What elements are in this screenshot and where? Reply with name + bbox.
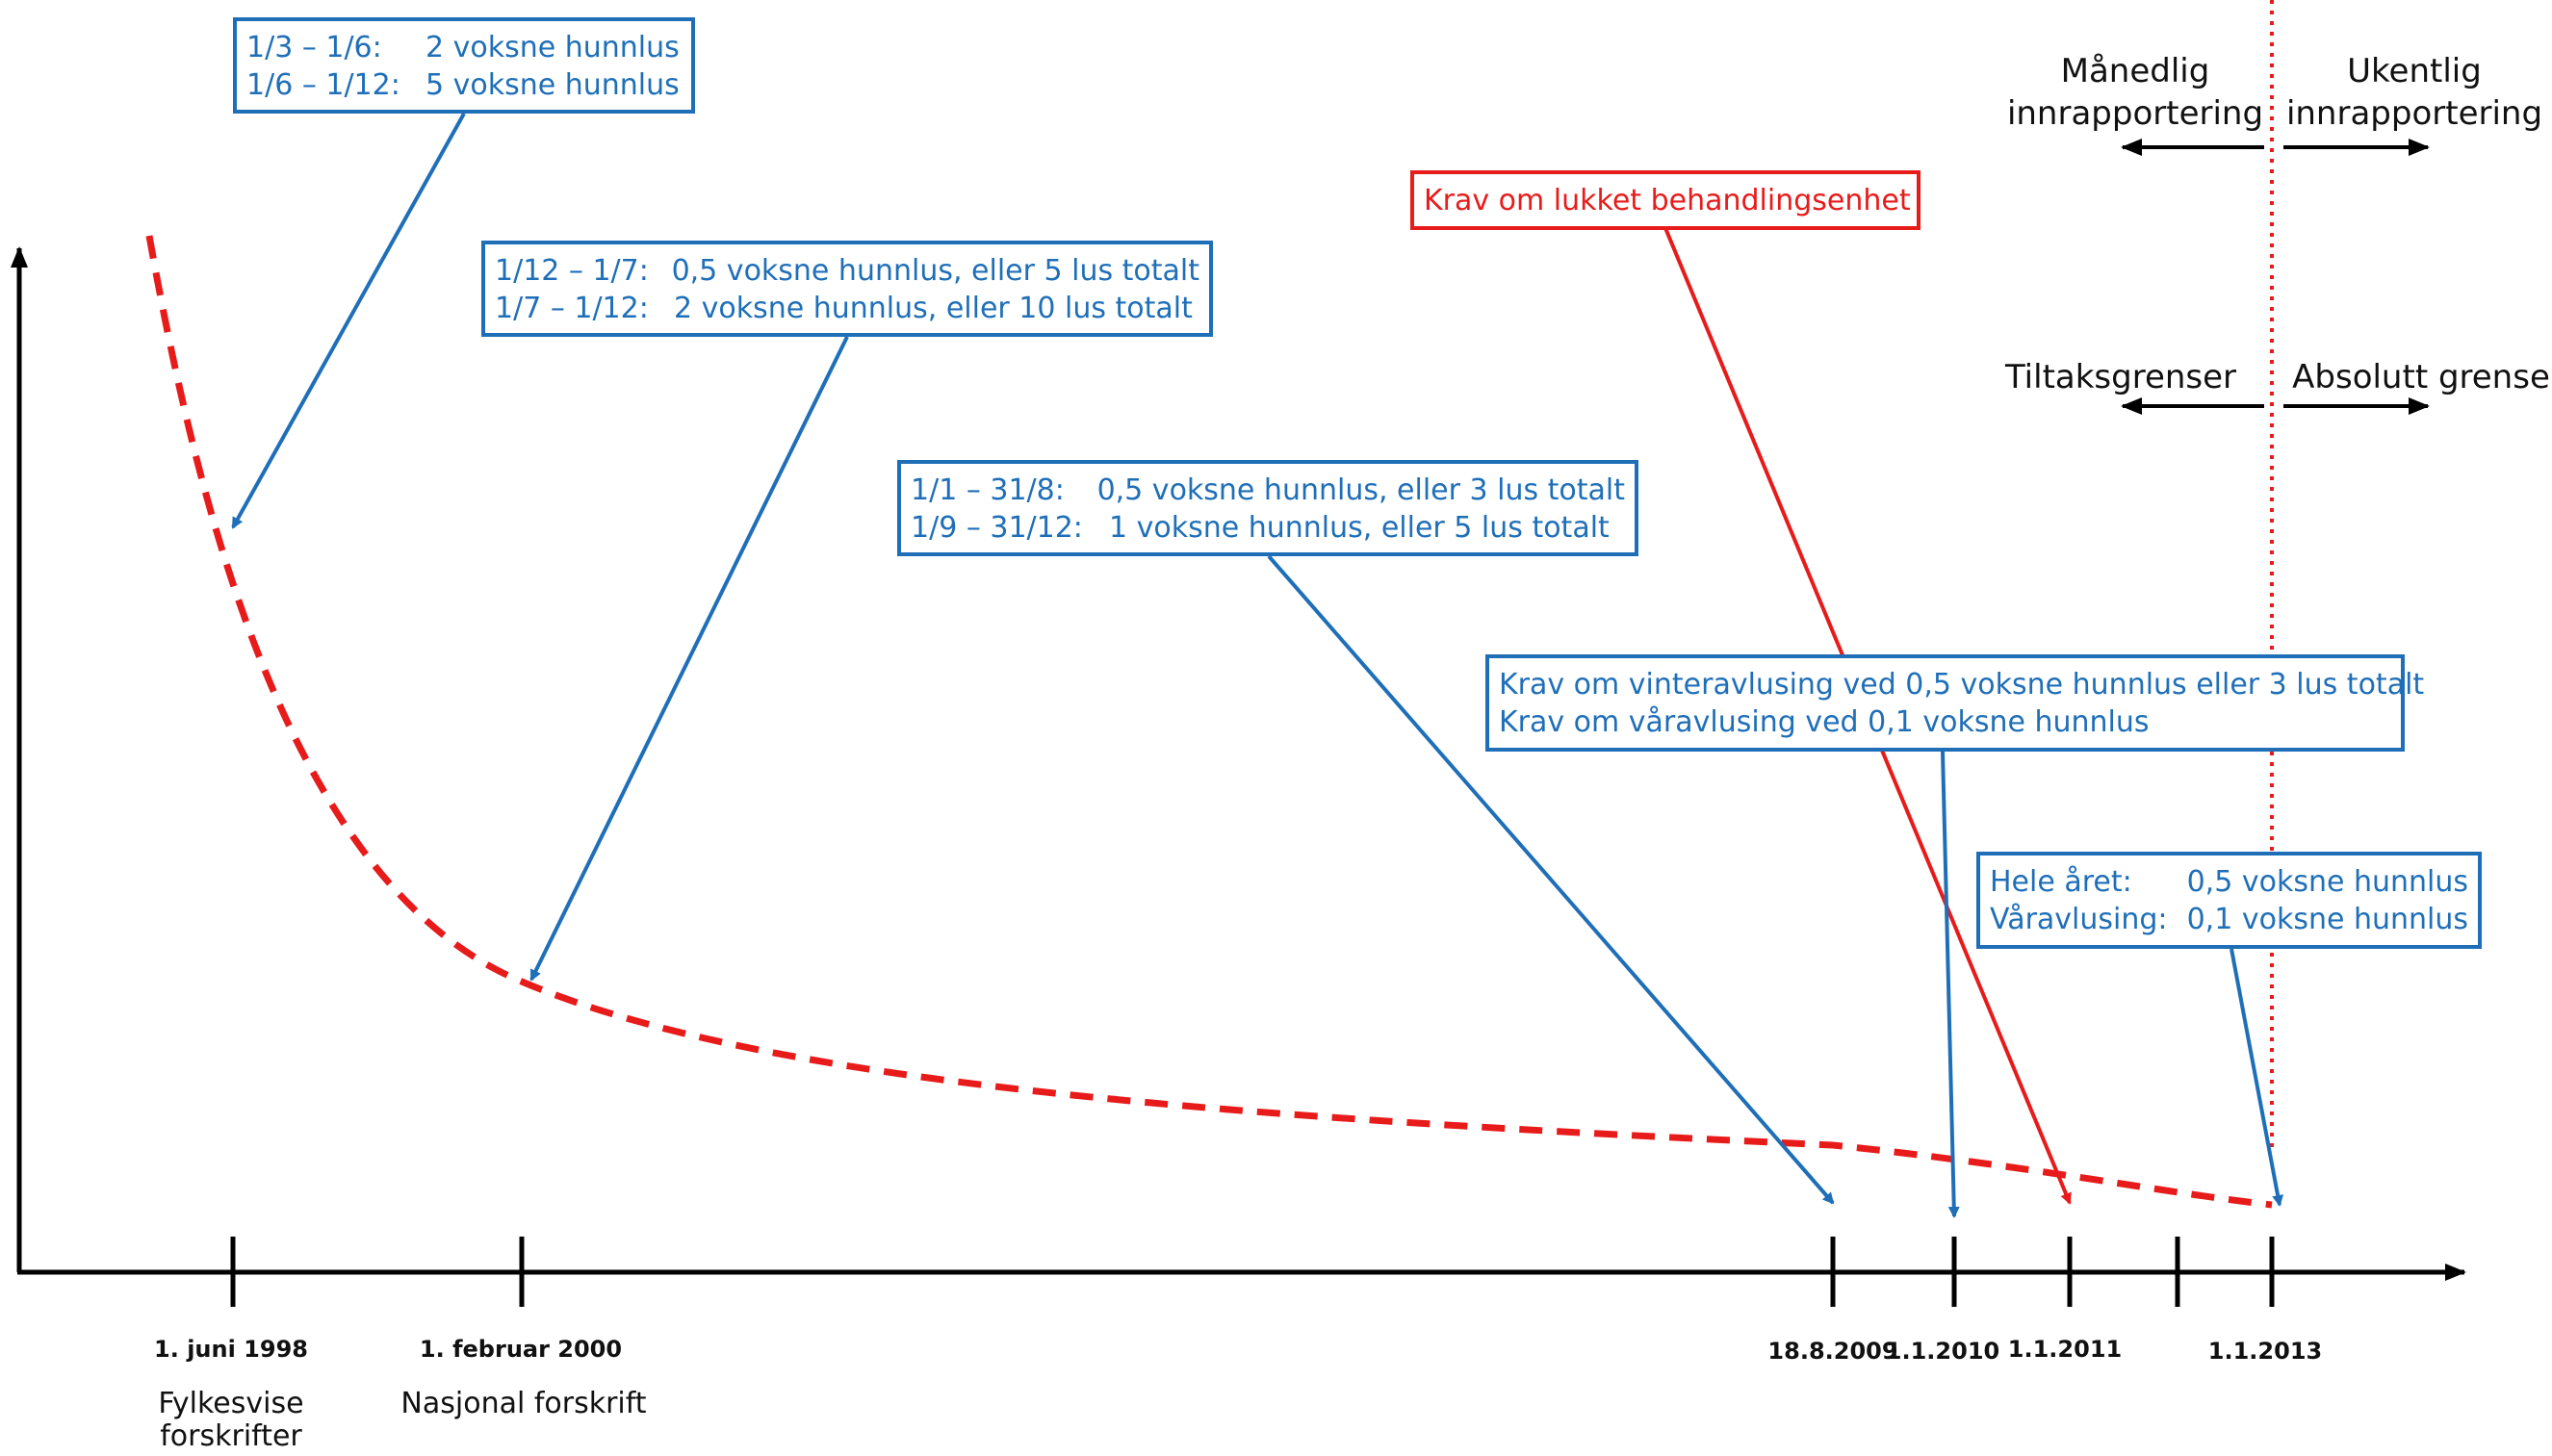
limit-value: 0,5 voksne hunnlus, eller 5 lus totalt (671, 254, 1199, 288)
absolute-limit-label: Absolutt grense (2292, 358, 2550, 396)
connector-1998 (231, 113, 466, 529)
limit-value: 1 voksne hunnlus, eller 5 lus totalt (1109, 511, 1610, 545)
period-label: 1/9 – 31/12: (911, 511, 1083, 545)
period-label: Hele året: (1990, 865, 2132, 899)
callout-2013-limits: Hele året: 0,5 voksne hunnlus Våravlusing… (1976, 852, 2482, 949)
monthly-reporting-label: Månedlig innrapportering (2006, 52, 2264, 133)
limit-value: 0,1 voksne hunnlus (2186, 903, 2468, 936)
era-label-county: Fylkesvise forskrifter (158, 1387, 304, 1453)
requirement-text: Krav om lukket behandlingsenhet (1424, 184, 1911, 217)
action-limits-label: Tiltaksgrenser (2004, 358, 2237, 396)
connector-2000 (529, 336, 849, 982)
callout-1998-limits: 1/3 – 1/6: 2 voksne hunnlus 1/6 – 1/12: 5 … (233, 17, 695, 114)
callout-closed-treatment-unit: Krav om lukket behandlingsenhet (1410, 170, 1920, 230)
limit-value: 0,5 voksne hunnlus, eller 3 lus totalt (1096, 473, 1625, 507)
period-label: 1/12 – 1/7: (495, 254, 649, 288)
era-label-national: Nasjonal forskrift (400, 1387, 647, 1420)
date-label-2010: 1.1.2010 (1885, 1338, 2000, 1365)
limit-value: 0,5 voksne hunnlus (2186, 865, 2468, 899)
connector-2009 (1267, 554, 1835, 1205)
date-label-2009: 18.8.2009 (1767, 1338, 1898, 1365)
period-label: 1/3 – 1/6: (246, 31, 382, 64)
callout-2009-limits: 1/1 – 31/8: 0,5 voksne hunnlus, eller 3 l… (897, 460, 1638, 556)
axis-ticks (230, 1237, 2275, 1307)
period-label: 1/7 – 1/12: (495, 292, 649, 325)
callout-2010-requirements: Krav om vinteravlusing ved 0,5 voksne hu… (1485, 654, 2425, 752)
limit-value: 2 voksne hunnlus (425, 31, 680, 64)
date-label-1998: 1. juni 1998 (154, 1336, 308, 1363)
callout-2000-limits: 1/12 – 1/7: 0,5 voksne hunnlus, eller 5 l… (481, 241, 1213, 337)
date-label-2013: 1.1.2013 (2207, 1338, 2323, 1365)
date-label-2000: 1. februar 2000 (419, 1336, 623, 1363)
period-label: 1/6 – 1/12: (246, 68, 400, 102)
period-label: 1/1 – 31/8: (911, 473, 1065, 507)
requirement-line: Krav om våravlusing ved 0,1 voksne hunnl… (1499, 705, 2150, 739)
connector-2013 (2230, 948, 2284, 1207)
requirement-line: Krav om vinteravlusing ved 0,5 voksne hu… (1499, 668, 2425, 702)
limit-trend-curve (145, 235, 2273, 1209)
limit-value: 5 voksne hunnlus (425, 68, 680, 102)
weekly-reporting-label: Ukentlig innrapportering (2285, 52, 2543, 133)
date-label-2011: 1.1.2011 (2007, 1336, 2123, 1363)
connector-2010 (1941, 751, 1960, 1218)
period-label: Våravlusing: (1990, 903, 2168, 936)
limit-value: 2 voksne hunnlus, eller 10 lus totalt (674, 292, 1193, 325)
